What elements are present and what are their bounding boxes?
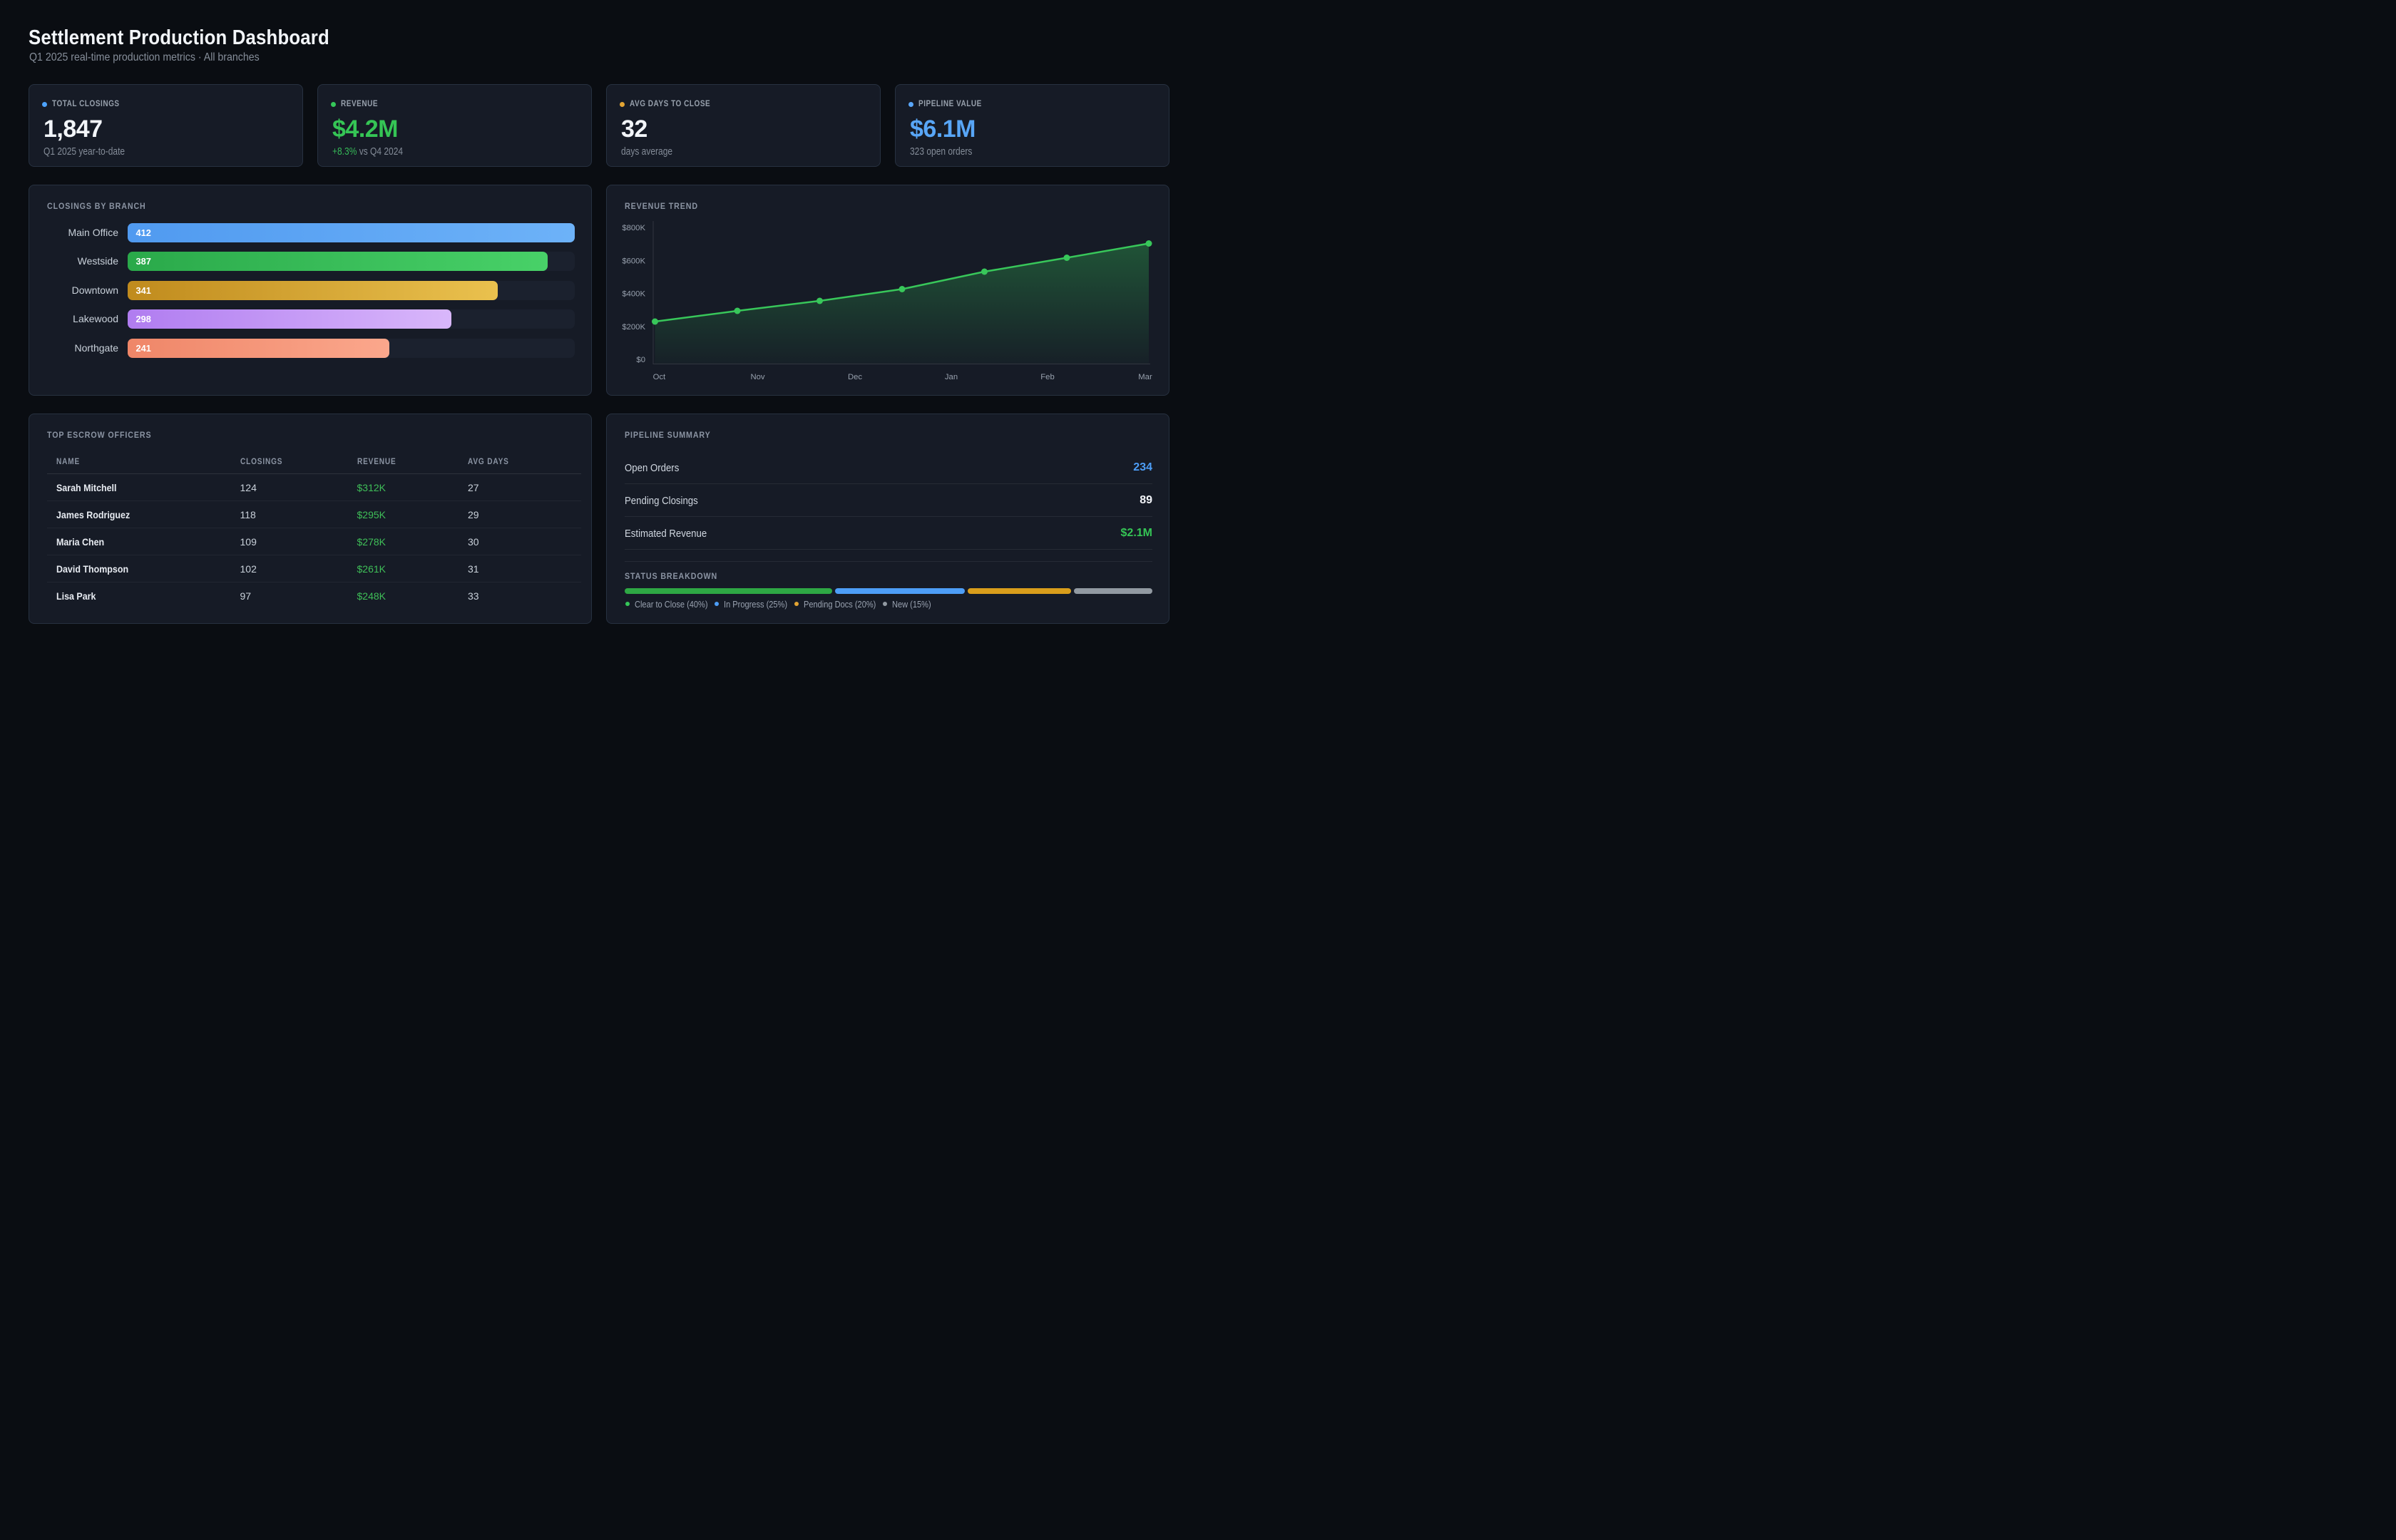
svg-text:$200K: $200K	[622, 323, 645, 332]
svg-text:Nov: Nov	[750, 373, 764, 381]
svg-text:Oct: Oct	[653, 373, 666, 381]
svg-text:$400K: $400K	[622, 290, 645, 299]
svg-text:$800K: $800K	[622, 224, 645, 232]
svg-text:$0: $0	[636, 356, 645, 364]
svg-text:Jan: Jan	[945, 373, 958, 381]
svg-text:Mar: Mar	[1138, 373, 1152, 381]
svg-text:Dec: Dec	[848, 373, 862, 381]
svg-text:$600K: $600K	[622, 257, 645, 265]
svg-text:Feb: Feb	[1040, 373, 1054, 381]
